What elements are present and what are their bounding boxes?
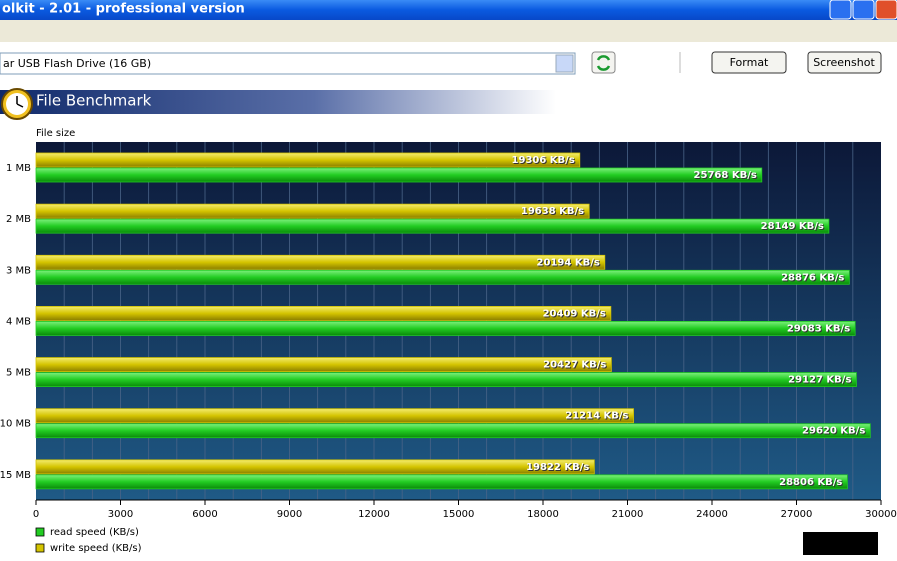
legend-swatch: [35, 543, 45, 553]
bar-value-shadow: 19638 KB/s: [522, 207, 585, 218]
bar-value-shadow: 29083 KB/s: [788, 324, 851, 335]
bar-value-shadow: 29127 KB/s: [789, 376, 852, 387]
bar-value-label: 19306 KB/s: [512, 155, 575, 166]
bar: [35, 167, 763, 183]
redacted-box: [803, 532, 878, 555]
x-tick-label: 6000: [192, 509, 217, 520]
bar-value-label: 29127 KB/s: [788, 375, 851, 386]
maximize-button[interactable]: [852, 0, 875, 20]
bar: [35, 203, 590, 219]
screenshot-label: Screenshot: [813, 56, 875, 69]
bar-value-label: 29083 KB/s: [787, 323, 850, 334]
bar-value-label: 19638 KB/s: [521, 206, 584, 217]
bar-value-shadow: 20409 KB/s: [544, 309, 607, 320]
bar: [35, 321, 856, 336]
format-label: Format: [730, 56, 769, 69]
legend-label: read speed (KB/s): [50, 527, 139, 538]
format-button[interactable]: [711, 51, 787, 74]
bar-value-shadow: 19822 KB/s: [527, 463, 590, 474]
y-tick-label: 5 MB: [6, 368, 31, 379]
bar: [35, 474, 848, 490]
y-tick-label: 4 MB: [6, 316, 31, 327]
bar-value-shadow: 20194 KB/s: [538, 258, 601, 269]
device-select[interactable]: [0, 52, 576, 75]
y-tick-label: 10 MB: [0, 419, 31, 430]
bar: [35, 372, 857, 387]
bar-value-shadow: 25768 KB/s: [695, 171, 758, 182]
bar: [35, 408, 634, 424]
y-tick-label: 15 MB: [0, 470, 31, 481]
chart-title: File Benchmark: [36, 92, 152, 110]
bar: [35, 423, 871, 439]
bar-value-shadow: 28876 KB/s: [782, 273, 845, 284]
bar-value-label: 21214 KB/s: [565, 411, 628, 422]
bar-value-shadow: 28806 KB/s: [780, 478, 843, 489]
clock-hands: [16, 96, 24, 108]
bar-value-label: 20427 KB/s: [543, 360, 606, 371]
legend-swatch: [35, 527, 45, 537]
bar-value-shadow: 20427 KB/s: [544, 361, 607, 372]
dropdown-arrow[interactable]: [555, 54, 574, 73]
bar-value-label: 28149 KB/s: [761, 221, 824, 232]
close-button[interactable]: [875, 0, 897, 20]
y-axis-label: File size: [36, 128, 75, 139]
bar-value-label: 28806 KB/s: [779, 477, 842, 488]
bar: [35, 218, 830, 234]
bar: [35, 357, 612, 372]
x-tick-label: 9000: [277, 509, 302, 520]
x-tick-label: 18000: [527, 509, 559, 520]
x-tick-label: 27000: [781, 509, 813, 520]
bar-value-label: 25768 KB/s: [694, 170, 757, 181]
x-tick-label: 30000: [865, 509, 897, 520]
bar-value-label: 20194 KB/s: [537, 257, 600, 268]
bar-value-shadow: 21214 KB/s: [566, 412, 629, 423]
device-name: ar USB Flash Drive (16 GB): [3, 57, 151, 70]
legend-label: write speed (KB/s): [50, 543, 142, 554]
minimize-button[interactable]: [829, 0, 852, 20]
section-header: [0, 90, 897, 114]
refresh-icon: [596, 55, 611, 71]
bar: [35, 254, 606, 270]
y-tick-label: 1 MB: [6, 163, 31, 174]
bar-value-label: 19822 KB/s: [526, 462, 589, 473]
x-tick-label: 24000: [696, 509, 728, 520]
title-bar: [0, 0, 897, 20]
bar: [35, 152, 581, 168]
x-tick-label: 15000: [443, 509, 475, 520]
x-tick-label: 0: [33, 509, 39, 520]
bar-value-shadow: 28149 KB/s: [762, 222, 825, 233]
bar-value-shadow: 29620 KB/s: [803, 427, 866, 438]
window-title: olkit - 2.01 - professional version: [2, 2, 245, 17]
y-tick-label: 3 MB: [6, 265, 31, 276]
bar: [35, 459, 595, 475]
bar: [35, 269, 850, 285]
screenshot-button[interactable]: [807, 51, 882, 74]
bar-value-shadow: 19306 KB/s: [513, 156, 576, 167]
menu-band: [0, 20, 897, 42]
y-tick-label: 2 MB: [6, 214, 31, 225]
bar-value-label: 28876 KB/s: [781, 272, 844, 283]
bar-value-label: 29620 KB/s: [802, 426, 865, 437]
x-tick-label: 21000: [612, 509, 644, 520]
bar: [35, 306, 612, 321]
x-tick-label: 12000: [358, 509, 390, 520]
bar-value-label: 20409 KB/s: [543, 308, 606, 319]
x-tick-label: 3000: [108, 509, 133, 520]
